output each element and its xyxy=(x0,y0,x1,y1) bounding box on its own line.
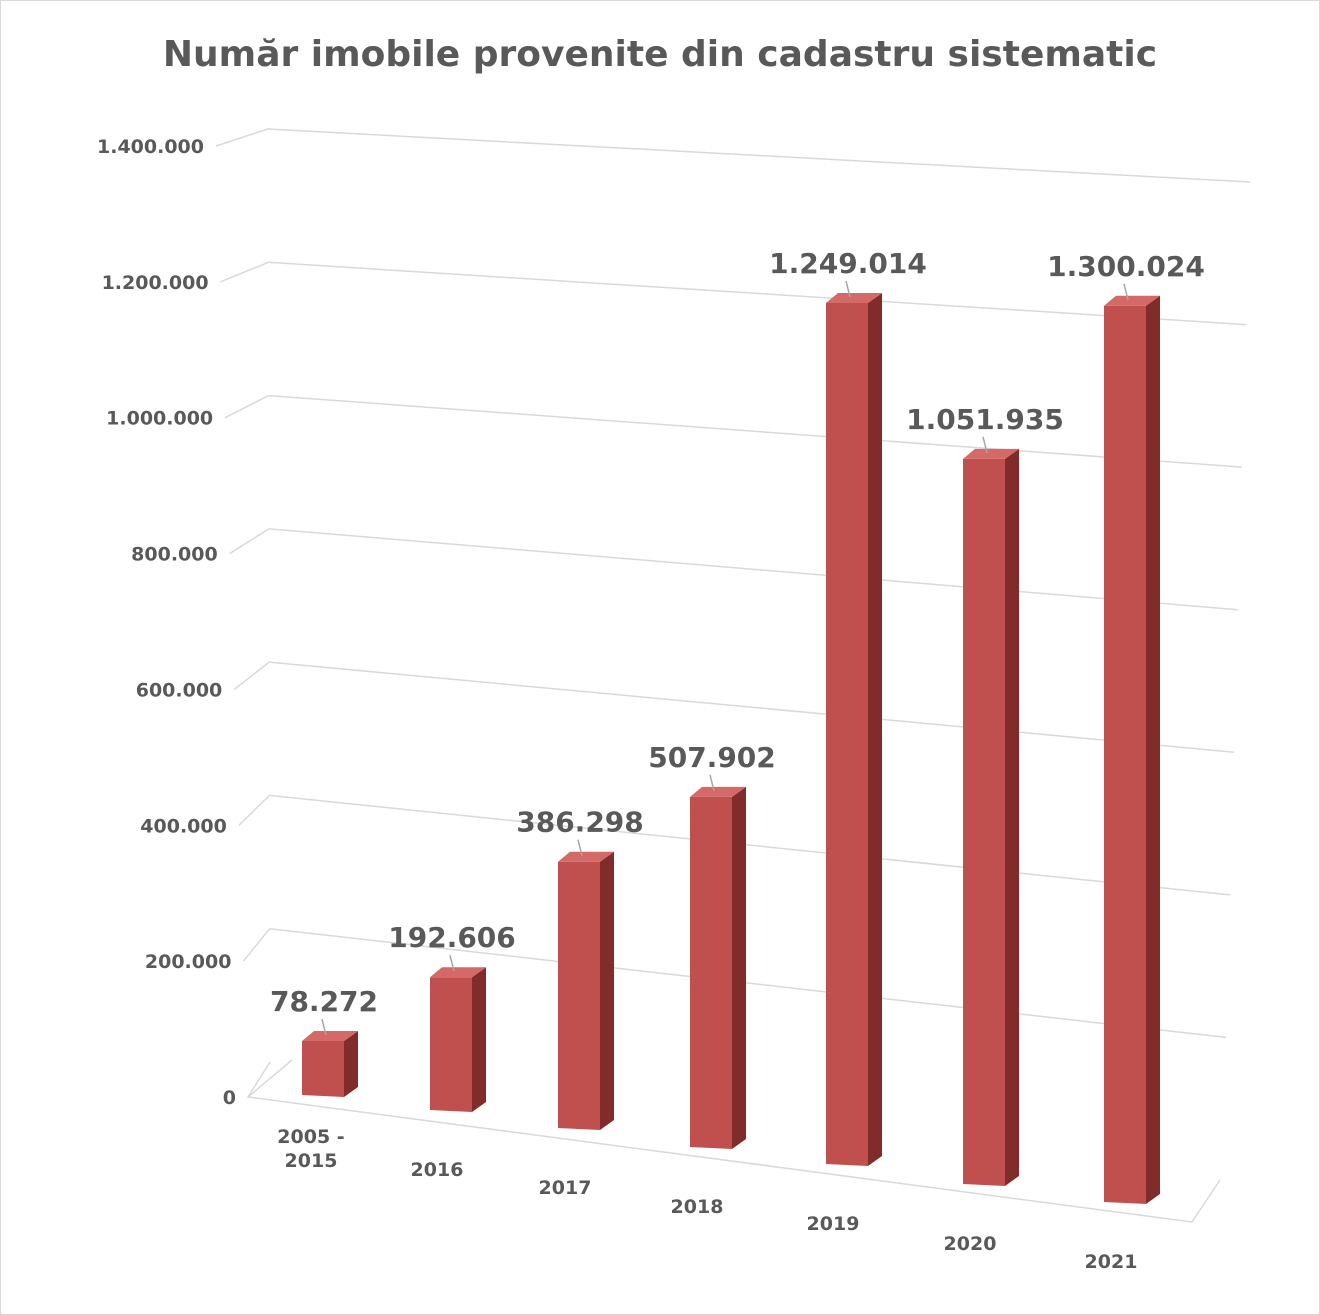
bar-front xyxy=(558,861,600,1130)
x-tick-label: 2017 xyxy=(539,1177,592,1199)
chart-title: Număr imobile provenite din cadastru sis… xyxy=(162,34,1158,75)
bar xyxy=(963,448,1019,1186)
bar-side xyxy=(868,292,882,1166)
y-tick-label: 1.000.000 xyxy=(106,408,213,430)
floor-outline xyxy=(246,1059,1221,1223)
x-tick-label: 2016 xyxy=(411,1159,464,1181)
y-tick-label: 200.000 xyxy=(145,951,232,973)
bar-front xyxy=(963,458,1005,1186)
leader-line xyxy=(709,774,715,792)
x-tick-label: 2015 xyxy=(285,1150,338,1172)
data-label: 1.300.024 xyxy=(1047,250,1205,283)
y-axis-ticks: 0 200.000 400.000 600.000 800.000 1.000.000 1.… xyxy=(97,136,236,1109)
bar xyxy=(430,967,486,1112)
data-label: 386.298 xyxy=(516,806,644,839)
bar-side xyxy=(344,1031,358,1097)
bar-top xyxy=(302,1031,358,1042)
bar-front xyxy=(1104,305,1146,1204)
leader-line xyxy=(321,1018,327,1036)
gridline xyxy=(269,927,1227,1039)
bar xyxy=(826,292,882,1166)
bar-top xyxy=(826,292,882,303)
y-tick-label: 1.200.000 xyxy=(102,272,209,294)
data-label: 1.051.935 xyxy=(906,403,1064,436)
y-tick-label: 400.000 xyxy=(140,815,227,837)
x-tick-label: 2019 xyxy=(807,1213,860,1235)
data-label: 78.272 xyxy=(270,985,378,1018)
bar-side xyxy=(1005,448,1019,1186)
gridline xyxy=(268,528,1239,611)
gridline xyxy=(268,394,1243,468)
x-tick-label: 2005 - xyxy=(277,1126,344,1148)
leader-line xyxy=(845,280,851,298)
bar-top xyxy=(1104,295,1160,306)
data-label: 192.606 xyxy=(388,921,516,954)
leader-line xyxy=(982,436,988,454)
gridline xyxy=(269,661,1235,754)
tick-stub xyxy=(242,928,271,962)
bar-top xyxy=(558,851,614,862)
bar xyxy=(558,851,614,1130)
gridline xyxy=(267,128,1251,183)
bar-top xyxy=(963,448,1019,459)
x-tick-label: 2018 xyxy=(671,1196,724,1218)
bar xyxy=(1104,295,1160,1204)
bar xyxy=(302,1031,358,1097)
leader-line xyxy=(1123,283,1129,300)
leader-line xyxy=(449,955,455,972)
tick-stub xyxy=(247,1061,271,1098)
leader-line xyxy=(577,839,583,856)
gridline xyxy=(269,794,1231,896)
bar-side xyxy=(600,851,614,1130)
data-label: 507.902 xyxy=(648,741,776,774)
tick-stub xyxy=(220,261,269,283)
y-tick-label: 1.400.000 xyxy=(97,136,204,158)
bar-side xyxy=(1146,295,1160,1204)
gridlines xyxy=(215,128,1251,1223)
y-tick-label: 600.000 xyxy=(136,679,223,701)
bar-front xyxy=(826,302,868,1166)
bar-side xyxy=(472,967,486,1112)
y-tick-label: 0 xyxy=(223,1087,236,1109)
data-label: 1.249.014 xyxy=(769,247,927,280)
tick-stub xyxy=(229,528,270,555)
bars xyxy=(302,292,1160,1204)
x-tick-label: 2020 xyxy=(944,1233,997,1255)
bar-front xyxy=(430,977,472,1112)
bar-side xyxy=(732,786,746,1149)
tick-stub xyxy=(224,394,269,419)
bar-top xyxy=(690,786,746,797)
tick-stub xyxy=(233,661,270,691)
tick-stub xyxy=(215,128,269,147)
bar xyxy=(690,786,746,1149)
y-tick-label: 800.000 xyxy=(131,544,218,566)
bar-top xyxy=(430,967,486,978)
bar-front xyxy=(690,796,732,1149)
x-axis-ticks: 2005 -2015 2016 2017 2018 2019 2020 2021 xyxy=(277,1126,1137,1273)
tick-stub xyxy=(238,794,270,826)
x-tick-label: 2021 xyxy=(1085,1251,1138,1273)
gridline xyxy=(268,261,1247,326)
bar-front xyxy=(302,1041,344,1097)
